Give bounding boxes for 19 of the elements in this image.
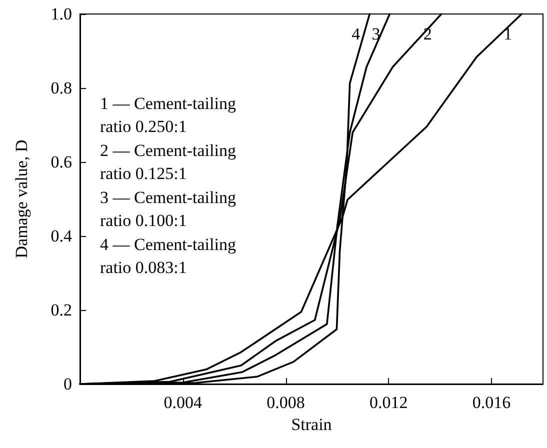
y-tick-label: 0 (64, 374, 72, 394)
series-label: 1 (504, 24, 512, 44)
y-tick-label: 0.8 (50, 78, 72, 98)
y-tick-label: 0.6 (50, 152, 72, 172)
series-label: 4 (352, 24, 361, 44)
annotation: 3 — Cement-tailing ratio 0.100:1 (100, 188, 240, 230)
y-tick-label: 1.0 (50, 4, 72, 24)
annotation: 4 — Cement-tailing ratio 0.083:1 (100, 235, 240, 277)
x-tick-label: 0.012 (370, 393, 408, 412)
annotation: 1 — Cement-tailing ratio 0.250:1 (100, 94, 240, 136)
y-tick-label: 0.2 (50, 300, 72, 320)
annotation: 2 — Cement-tailing ratio 0.125:1 (100, 141, 240, 183)
series-label: 2 (423, 24, 432, 44)
x-tick-label: 0.016 (472, 393, 511, 412)
y-tick-label: 0.4 (50, 226, 72, 246)
x-tick-label: 0.008 (266, 393, 305, 412)
x-tick-label: 0.004 (164, 393, 203, 412)
x-axis-title: Strain (291, 415, 332, 434)
y-axis-title: Damage value, D (12, 140, 31, 258)
